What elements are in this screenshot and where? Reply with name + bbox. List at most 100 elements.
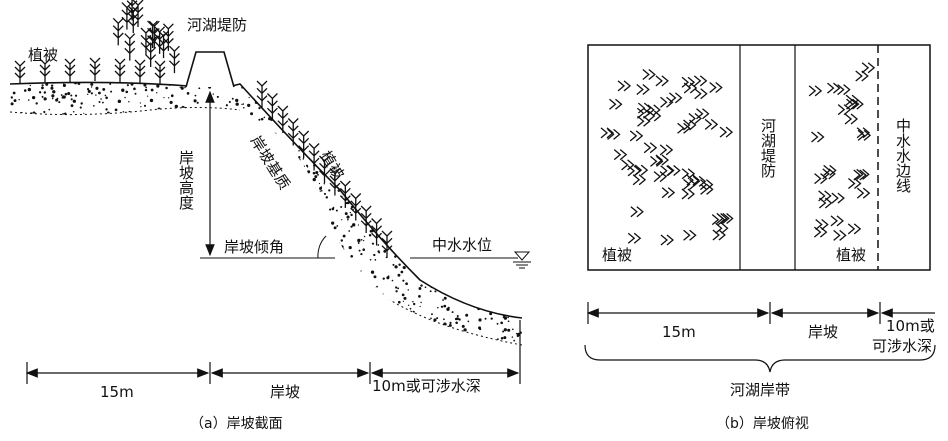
soil-dot [186,269,188,272]
soil-dot [290,174,294,177]
soil-dot [331,109,334,112]
soil-dot [147,222,150,225]
soil-dot [58,101,61,104]
soil-dot [332,142,336,146]
soil-dot [32,232,35,235]
soil-dot [247,121,250,124]
soil-dot [303,204,306,206]
soil-dot [503,218,505,220]
soil-dot [99,296,103,300]
soil-dot [79,202,82,205]
soil-dot [202,297,204,299]
soil-dot [146,111,149,115]
plant-icon [134,59,146,83]
soil-dot [445,337,448,340]
soil-dot [155,302,158,305]
soil-dot [398,83,400,85]
soil-dot [87,191,90,194]
soil-dot [471,231,474,234]
soil-dot [72,207,76,211]
soil-dot [374,259,377,261]
soil-dot [411,141,415,145]
soil-dot [453,144,456,146]
soil-dot [421,93,425,97]
soil-dot [349,313,351,316]
soil-dot [116,238,120,242]
soil-dot [164,126,167,128]
soil-dot [515,135,519,139]
soil-dot [79,155,82,158]
soil-dot [119,181,122,184]
soil-dot [276,323,280,327]
soil-dot [106,270,111,274]
soil-dot [132,273,135,277]
soil-dot [364,339,367,343]
soil-dot [454,210,457,214]
soil-dot [159,161,163,165]
soil-dot [43,97,47,101]
soil-dot [61,96,65,99]
soil-dot [409,90,412,93]
soil-dot [521,226,522,229]
dim-slope-b: 岸坡 [808,323,838,341]
soil-dot [42,174,46,177]
soil-dot [286,244,289,248]
soil-dot [124,286,129,290]
soil-dot [18,98,20,101]
soil-dot [417,91,420,94]
soil-dot [486,125,490,129]
soil-dot [489,258,491,261]
soil-dot [490,308,494,312]
soil-dot [440,347,442,349]
soil-dot [10,333,13,335]
soil-dot [323,124,326,127]
soil-dot [447,144,451,148]
soil-dot [208,255,211,258]
soil-dot [132,142,135,145]
soil-dot [73,275,78,279]
soil-dot [80,158,84,162]
chevron-plant-icon [818,197,833,209]
soil-dot [40,246,44,250]
soil-dot [424,145,428,150]
soil-dot [124,184,126,186]
soil-dot [174,269,178,273]
soil-dot [261,230,264,233]
soil-dot [350,213,353,217]
soil-dot [73,261,76,264]
soil-dot [113,155,116,158]
soil-dot [524,83,525,84]
soil-dot [83,202,86,205]
soil-dot [21,166,24,169]
soil-dot [483,163,487,167]
soil-dot [214,149,218,154]
soil-dot [379,194,382,197]
soil-dot [167,171,169,174]
soil-dot [306,250,308,252]
soil-dot [520,98,522,102]
soil-dot [302,290,305,293]
soil-dot [35,157,37,159]
soil-dot [379,221,382,224]
chevron-plant-icon [630,206,644,218]
soil-dot [125,168,127,171]
soil-dot [110,258,113,261]
soil-dot [121,291,125,295]
soil-dot [218,277,221,281]
soil-dot [196,101,199,104]
soil-dot [358,293,361,296]
soil-dot [291,272,295,276]
soil-dot [370,119,374,123]
soil-dot [275,291,278,294]
soil-dot [346,215,350,219]
soil-dot [492,213,496,217]
chevron-plant-icon [655,75,669,87]
soil-dot [416,244,418,246]
soil-dot [77,179,82,184]
soil-dot [175,223,178,225]
soil-dot [424,159,427,162]
chevron-plant-icon [712,229,726,241]
soil-dot [514,229,516,232]
soil-dot [419,171,422,174]
